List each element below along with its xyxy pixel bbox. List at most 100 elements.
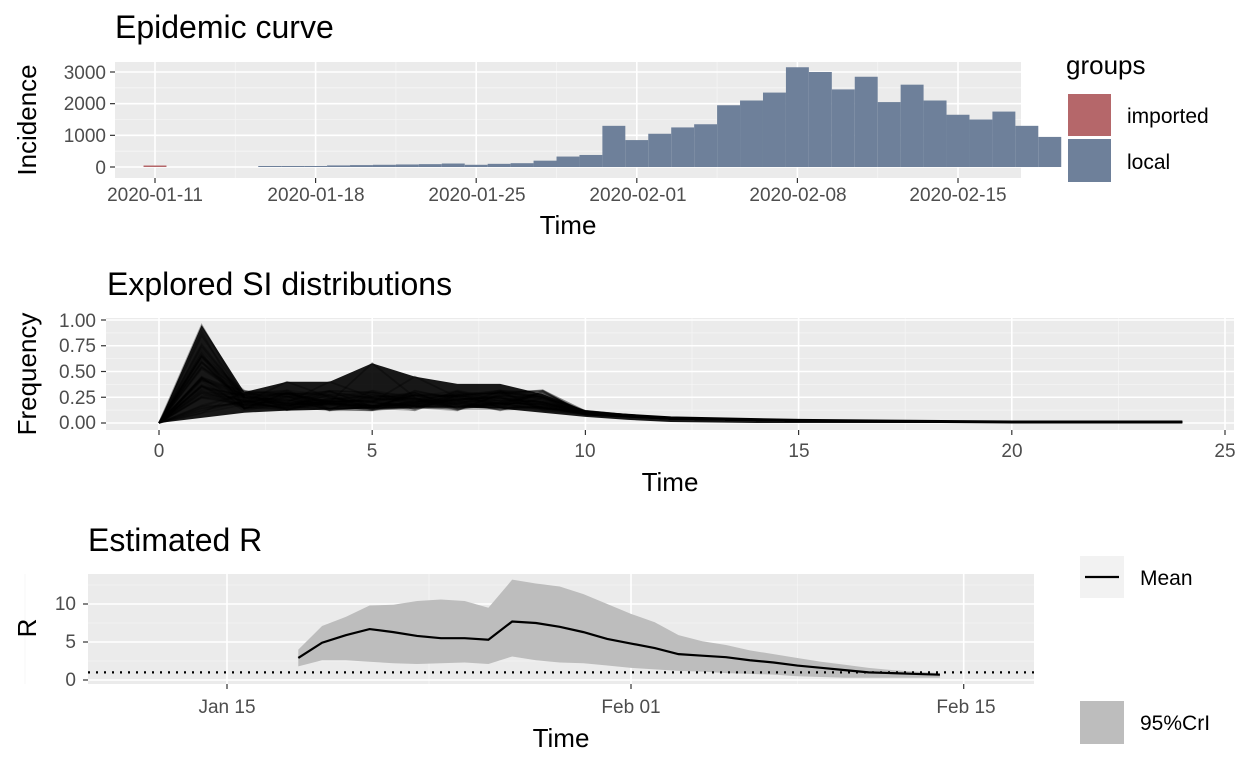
local-bar [900, 84, 924, 167]
local-bar [556, 156, 580, 167]
local-bar [350, 165, 373, 167]
legend-label-local: local [1127, 151, 1170, 174]
local-bar [740, 100, 763, 167]
imported-bar [143, 165, 167, 167]
local-bar [969, 119, 993, 167]
si-peak-line [371, 375, 458, 404]
estimated-r-ticks: 0 5 10 Jan 15 Feb 01 Feb 15 [55, 594, 996, 718]
y-tick-label: 0.75 [59, 336, 96, 357]
si-distributions-lines [158, 323, 1183, 424]
local-bar [441, 163, 465, 167]
x-tick-label: 0 [154, 441, 165, 462]
legend-label-imported: imported [1127, 105, 1209, 128]
local-bar [762, 92, 786, 167]
x-tick-label: 2020-02-08 [749, 185, 846, 206]
local-bar [923, 100, 947, 167]
mean-r-line [297, 620, 940, 676]
x-tick-label: 2020-02-01 [589, 185, 686, 206]
local-bar [395, 164, 419, 167]
y-tick-label: 0 [65, 670, 76, 691]
x-tick-label: 2020-01-18 [267, 185, 364, 206]
groups-legend-title: groups [1066, 50, 1146, 80]
si-peak-line [158, 323, 246, 424]
local-bar [304, 166, 328, 167]
epidemic-curve-x-axis-title: Time [540, 210, 597, 240]
si-peak-line [243, 380, 330, 404]
y-tick-label: 0 [95, 158, 106, 179]
x-tick-label: 25 [1214, 441, 1235, 462]
si-peak-line [286, 380, 373, 404]
local-bar [327, 165, 351, 167]
si-distributions-title: Explored SI distributions [107, 266, 452, 302]
estimated-r-legend: Mean 95%CrI [1080, 556, 1210, 744]
epidemic-curve-bars [143, 67, 1062, 167]
x-tick-label: 15 [788, 441, 809, 462]
x-tick-label: 2020-02-15 [909, 185, 1006, 206]
local-bar [831, 89, 855, 167]
local-bar [1015, 125, 1039, 167]
y-tick-label: 0.00 [59, 413, 96, 434]
x-tick-label: Feb 15 [936, 697, 995, 718]
legend-label-mean: Mean [1140, 567, 1193, 590]
local-bar [533, 160, 557, 167]
si-tail-line [585, 411, 1183, 424]
local-bar [418, 164, 442, 167]
local-bar [372, 164, 396, 167]
si-peak-line [158, 344, 245, 424]
x-tick-label: Jan 15 [198, 697, 255, 718]
y-tick-label: 1.00 [59, 311, 96, 332]
local-bar [602, 125, 626, 167]
x-tick-label: 5 [367, 441, 378, 462]
y-tick-label: 5 [65, 632, 76, 653]
legend-label-crI: 95%CrI [1140, 712, 1210, 735]
epidemic-curve-y-axis-title: Incidence [12, 64, 42, 175]
local-bar [625, 140, 649, 167]
x-tick-label: 2020-01-25 [428, 185, 525, 206]
local-bar [281, 166, 305, 167]
si-peak-line [158, 354, 245, 424]
y-tick-label: 1000 [64, 126, 106, 147]
local-bar [946, 114, 970, 167]
credible-interval-band [298, 579, 940, 678]
estimated-r-title: Estimated R [88, 522, 262, 558]
y-tick-label: 10 [55, 594, 76, 615]
groups-legend: groups imported local [1066, 50, 1209, 182]
si-distributions-ticks: 0.00 0.25 0.50 0.75 1.00 0 5 10 15 20 25 [59, 311, 1236, 462]
si-distributions-y-axis-title: Frequency [12, 313, 42, 436]
y-tick-label: 3000 [64, 63, 106, 84]
estimated-r-x-axis-title: Time [533, 723, 590, 753]
local-bar [877, 102, 901, 167]
y-tick-label: 2000 [64, 94, 106, 115]
legend-swatch-imported [1068, 94, 1111, 136]
local-bar [579, 154, 603, 167]
estimated-r-series [88, 579, 1034, 678]
si-dense-band [159, 325, 1183, 423]
x-tick-label: Feb 01 [601, 697, 660, 718]
y-tick-label: 0.25 [59, 388, 96, 409]
legend-swatch-local [1068, 139, 1111, 182]
local-bar [785, 67, 809, 167]
si-distributions-x-axis-title: Time [642, 467, 699, 497]
si-peak-line [328, 362, 416, 404]
local-bar [992, 111, 1016, 167]
si-distributions-panel: Explored SI distributions 0.00 0.25 0.50… [12, 266, 1236, 497]
si-distributions-plot-background [106, 318, 1234, 430]
local-bar [1038, 136, 1062, 167]
x-tick-label: 20 [1001, 441, 1022, 462]
local-bar [717, 105, 741, 167]
epidemic-curve-panel: Epidemic curve 0 1000 2000 3000 2020-01-… [12, 9, 1209, 240]
local-bar [694, 124, 718, 167]
local-bar [487, 163, 511, 167]
local-bar [808, 72, 832, 167]
x-tick-label: 2020-01-11 [107, 185, 203, 206]
local-bar [854, 76, 878, 167]
epidemic-curve-title: Epidemic curve [115, 9, 334, 45]
local-bar [464, 164, 488, 167]
si-peak-line [158, 333, 246, 424]
local-bar [258, 166, 282, 167]
estimated-r-panel: Estimated R 0 5 10 Jan 15 Feb 01 Feb 15 … [12, 522, 1210, 753]
local-bar [510, 163, 534, 167]
x-tick-label: 10 [574, 441, 595, 462]
local-bar [671, 127, 695, 167]
